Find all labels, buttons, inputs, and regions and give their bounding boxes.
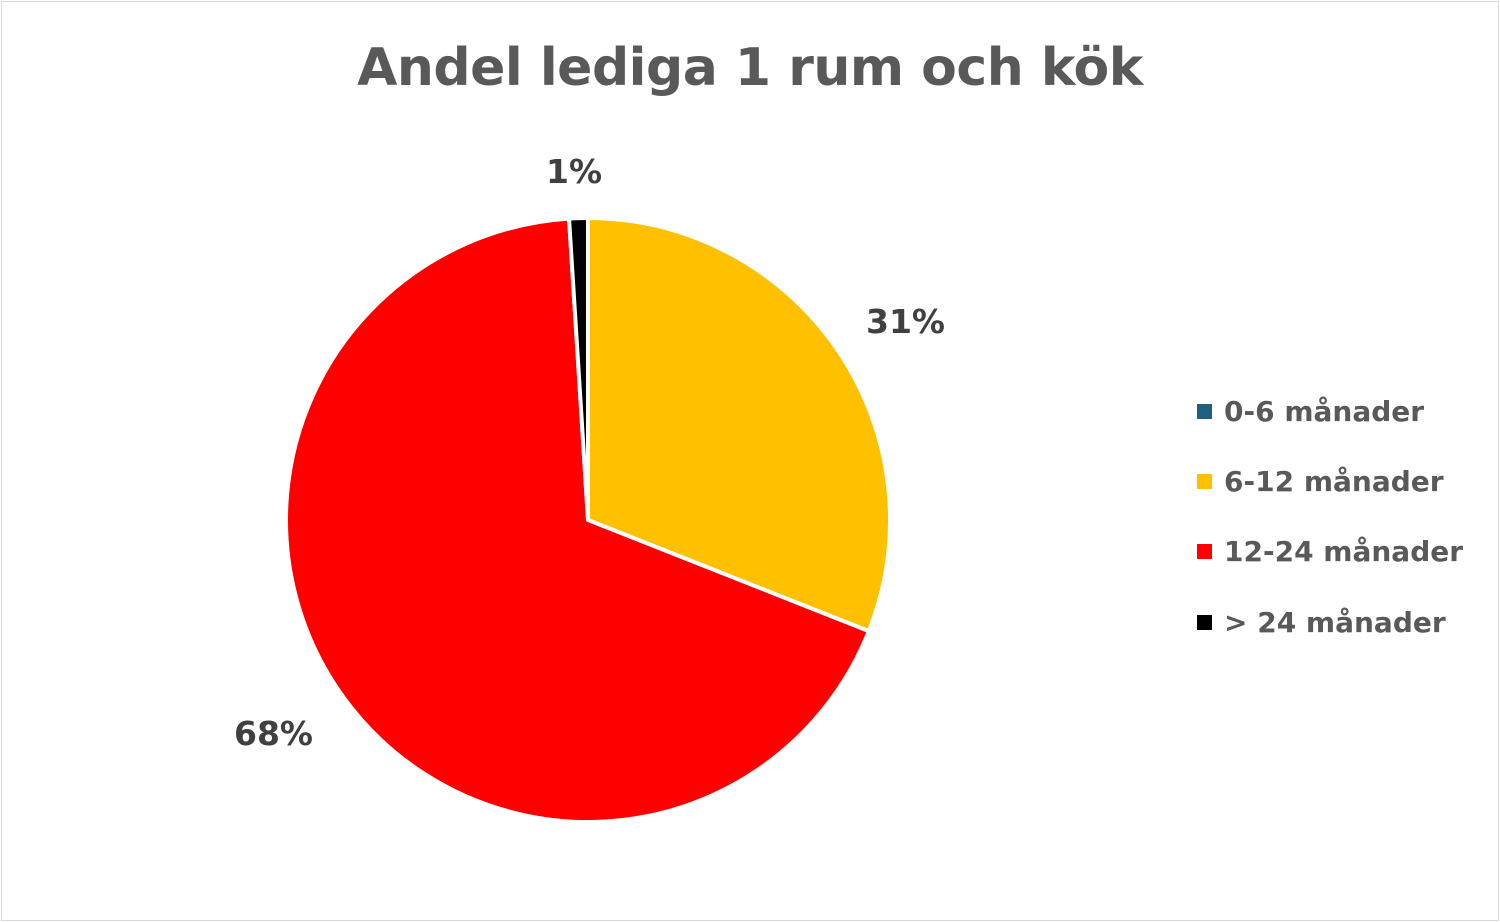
- legend-swatch: [1197, 544, 1212, 560]
- legend-label: 12-24 månader: [1224, 535, 1464, 569]
- legend-label: > 24 månader: [1224, 605, 1446, 639]
- data-label: 68%: [234, 714, 313, 753]
- pie-slice: [284, 216, 871, 824]
- legend-item-12-24: 12-24 månader: [1197, 535, 1463, 605]
- chart-title: Andel lediga 1 rum och kök: [357, 38, 1143, 98]
- legend-item-0-6: 0-6 månader: [1197, 394, 1463, 464]
- legend-item-6-12: 6-12 månader: [1197, 464, 1463, 534]
- pie-slice: [586, 216, 892, 634]
- legend: 0-6 månader 6-12 månader 12-24 månader >…: [1197, 394, 1463, 675]
- legend-swatch: [1197, 403, 1212, 419]
- legend-label: 6-12 månader: [1224, 464, 1444, 498]
- legend-swatch: [1197, 473, 1212, 489]
- pie-slice: [567, 216, 590, 522]
- data-label: 31%: [866, 302, 945, 341]
- legend-label: 0-6 månader: [1224, 394, 1425, 428]
- legend-swatch: [1197, 614, 1212, 630]
- legend-item-over-24: > 24 månader: [1197, 605, 1463, 675]
- data-label: 1%: [546, 152, 603, 191]
